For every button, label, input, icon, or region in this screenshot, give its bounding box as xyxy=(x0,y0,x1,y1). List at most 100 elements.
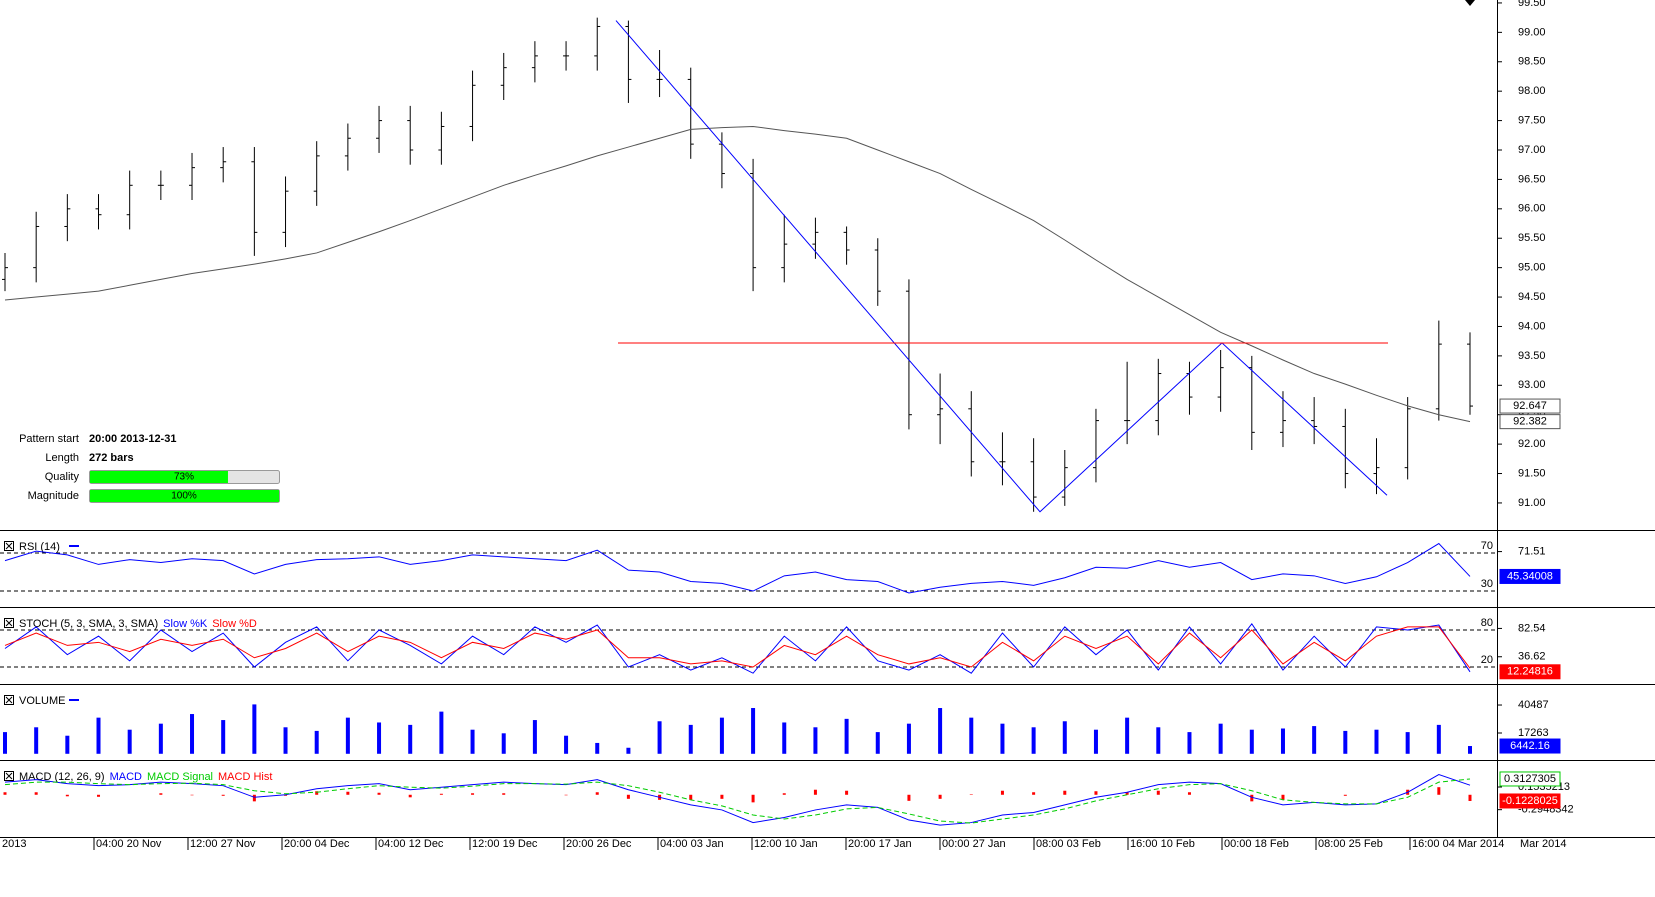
volume-bar xyxy=(751,708,756,754)
volume-bar xyxy=(1312,726,1317,754)
volume-bar xyxy=(1156,727,1161,754)
volume-bar xyxy=(65,735,70,754)
volume-bar xyxy=(34,727,39,754)
panel-title: Slow %K xyxy=(163,618,208,630)
macd-hist-bar xyxy=(626,794,630,799)
volume-bar xyxy=(1374,729,1379,754)
y-tick-label: 40487 xyxy=(1518,699,1549,711)
info-label: Magnitude xyxy=(28,490,79,502)
macd-hist-bar xyxy=(190,794,194,796)
macd-hist-bar xyxy=(751,794,755,803)
series-line xyxy=(4,622,1471,674)
level-label: 70 xyxy=(1481,540,1493,552)
volume-bar xyxy=(1468,746,1472,754)
volume-bar xyxy=(564,735,569,754)
meter-fill xyxy=(90,490,279,502)
volume-bar xyxy=(221,720,226,754)
volume-bar xyxy=(1093,729,1098,754)
last-value-box xyxy=(1499,771,1561,787)
volume-bar xyxy=(1218,723,1223,754)
volume-bar xyxy=(377,722,382,754)
x-tick-label: 08:00 25 Feb xyxy=(1318,838,1383,850)
x-tick-label: 16:00 10 Feb xyxy=(1130,838,1195,850)
macd-hist-bar xyxy=(377,792,381,795)
macd-hist-bar xyxy=(938,794,942,799)
volume-bar xyxy=(96,717,101,754)
y-tick-label: 94.00 xyxy=(1518,320,1546,332)
info-value: 20:00 2013-12-31 xyxy=(89,433,176,445)
scroll-marker xyxy=(1465,0,1475,6)
last-value-label: 6442.16 xyxy=(1510,740,1550,752)
volume-bar xyxy=(1280,728,1285,754)
volume-bar xyxy=(158,723,163,754)
series-line xyxy=(4,125,1471,423)
macd-hist-bar xyxy=(689,794,693,800)
x-tick-label: 2013 xyxy=(2,838,26,850)
info-label: Quality xyxy=(45,471,80,483)
y-tick-label: 95.50 xyxy=(1518,232,1546,244)
volume-bar xyxy=(969,717,974,754)
info-label: Pattern start xyxy=(19,433,79,445)
volume-bar xyxy=(657,721,662,754)
volume-bar xyxy=(501,733,506,754)
macd-hist-bar xyxy=(97,794,101,797)
panel-title: MACD Hist xyxy=(218,771,272,783)
x-tick-label: 04:00 12 Dec xyxy=(378,838,444,850)
last-value-box xyxy=(1499,793,1561,809)
panel-title: RSI (14) xyxy=(19,541,60,553)
macd-hist-bar xyxy=(1250,794,1254,802)
macd-hist-bar xyxy=(408,794,412,798)
macd-hist-bar xyxy=(1032,792,1036,795)
y-tick-label: 91.00 xyxy=(1518,497,1546,509)
panel-checkbox-x xyxy=(5,772,13,780)
y-tick-label: 71.51 xyxy=(1518,545,1546,557)
volume-bar xyxy=(875,732,880,754)
series-line xyxy=(4,774,1471,826)
x-tick-label: 04:00 03 Jan xyxy=(660,838,724,850)
panel-checkbox-x xyxy=(5,542,13,550)
volume-bar xyxy=(1405,732,1410,754)
macd-hist-bar xyxy=(969,794,973,795)
last-value-box xyxy=(1499,738,1561,754)
volume-bar xyxy=(906,723,911,754)
macd-hist-bar xyxy=(315,791,319,795)
volume-bar xyxy=(408,724,413,754)
series-line xyxy=(4,542,1471,594)
volume-bar xyxy=(1187,732,1192,754)
y-tick-label: 93.50 xyxy=(1518,350,1546,362)
macd-hist-bar xyxy=(284,794,288,796)
last-value-label: 45.34008 xyxy=(1507,570,1553,582)
y-tick-label: 96.00 xyxy=(1518,203,1546,215)
y-tick-label: 91.50 xyxy=(1518,467,1546,479)
volume-bar xyxy=(1031,727,1036,754)
info-value: 272 bars xyxy=(89,452,134,464)
last-value-label: 0.3127305 xyxy=(1504,773,1556,785)
last-value-label: 12.24816 xyxy=(1507,666,1553,678)
macd-hist-bar xyxy=(439,793,443,795)
y-tick-label: 96.50 xyxy=(1518,173,1546,185)
macd-hist-bar xyxy=(813,789,817,795)
x-tick-label: 12:00 27 Nov xyxy=(190,838,256,850)
macd-hist-bar xyxy=(1125,792,1129,795)
series-line xyxy=(4,778,1471,824)
volume-bar xyxy=(1249,729,1254,754)
x-tick-label: 20:00 04 Dec xyxy=(284,838,350,850)
y-tick-label: 97.50 xyxy=(1518,114,1546,126)
x-tick-label: 00:00 18 Feb xyxy=(1224,838,1289,850)
y-tick-label: 99.00 xyxy=(1518,26,1546,38)
x-tick-label: 08:00 03 Feb xyxy=(1036,838,1101,850)
macd-hist-bar xyxy=(159,793,163,795)
volume-bar xyxy=(3,732,7,754)
x-tick-label: 00:00 27 Jan xyxy=(942,838,1006,850)
macd-hist-bar xyxy=(1281,794,1285,800)
macd-hist-bar xyxy=(782,793,786,795)
last-value-box xyxy=(1499,664,1561,680)
macd-hist-bar xyxy=(221,794,225,796)
meter-label: 73% xyxy=(174,472,194,483)
macd-hist-bar xyxy=(1156,790,1160,795)
macd-hist-bar xyxy=(471,793,475,795)
macd-hist-bar xyxy=(1187,792,1191,795)
volume-bar xyxy=(1125,717,1130,754)
